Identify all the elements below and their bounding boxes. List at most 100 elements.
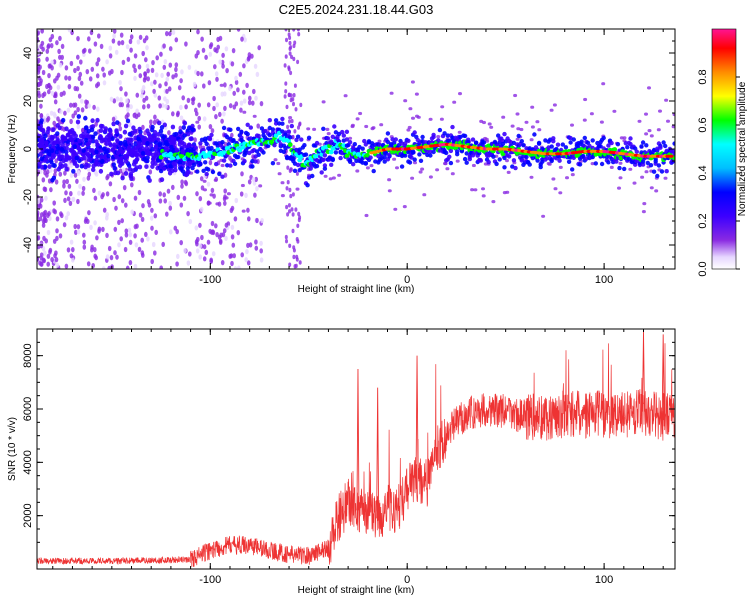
noise-blob — [186, 260, 191, 266]
noise-blob — [223, 91, 227, 97]
noise-blob — [63, 197, 67, 203]
noise-blob — [211, 251, 216, 257]
noise-blob — [452, 100, 457, 104]
noise-blob — [246, 207, 250, 213]
signal-blob — [60, 134, 65, 140]
noise-blob — [641, 210, 646, 214]
noise-blob — [612, 109, 617, 113]
noise-blob — [457, 130, 462, 134]
noise-blob — [162, 192, 166, 198]
noise-blob — [231, 48, 236, 54]
noise-blob — [73, 172, 78, 178]
noise-blob — [210, 128, 215, 134]
noise-blob — [99, 43, 104, 50]
noise-blob — [242, 63, 246, 69]
noise-blob — [146, 68, 150, 74]
noise-blob — [254, 176, 258, 182]
signal-blob — [437, 127, 443, 133]
signal-blob — [186, 131, 191, 137]
noise-blob — [159, 265, 163, 269]
noise-blob — [102, 72, 106, 78]
noise-blob — [530, 125, 535, 129]
signal-blob — [303, 152, 309, 157]
signal-blob — [329, 162, 334, 167]
noise-blob — [439, 117, 444, 121]
noise-blob — [154, 72, 159, 78]
noise-blob — [202, 244, 207, 250]
signal-blob — [256, 133, 261, 139]
noise-blob — [192, 81, 197, 87]
noise-blob — [76, 36, 80, 42]
noise-blob — [246, 56, 251, 62]
noise-blob — [200, 234, 204, 241]
noise-blob — [155, 55, 159, 61]
x-tick-label: 100 — [595, 574, 613, 586]
noise-blob — [195, 191, 199, 197]
noise-blob — [133, 67, 137, 73]
noise-blob — [196, 70, 200, 77]
noise-blob — [80, 98, 84, 104]
noise-blob — [95, 83, 99, 89]
noise-blob — [81, 127, 85, 133]
noise-blob — [371, 126, 376, 130]
noise-blob — [137, 64, 142, 70]
signal-blob — [147, 178, 152, 183]
noise-blob — [408, 107, 413, 111]
signal-blob — [118, 158, 123, 164]
colorbar-tick-label: 0.8 — [697, 69, 709, 84]
noise-blob — [53, 99, 58, 105]
signal-blob — [322, 153, 328, 158]
signal-blob — [302, 143, 307, 148]
noise-blob — [125, 44, 130, 50]
noise-blob — [393, 207, 398, 211]
signal-blob — [535, 158, 540, 163]
noise-blob — [176, 194, 181, 200]
noise-blob — [288, 51, 292, 56]
noise-blob — [141, 203, 145, 209]
snr-spike — [376, 387, 380, 519]
signal-blob — [237, 147, 243, 153]
signal-blob — [280, 116, 285, 122]
signal-blob — [54, 149, 60, 155]
noise-blob — [293, 129, 297, 134]
noise-blob — [113, 250, 117, 256]
signal-blob — [340, 129, 345, 135]
noise-blob — [289, 193, 293, 199]
noise-blob — [129, 47, 133, 53]
noise-blob — [144, 57, 148, 63]
noise-blob — [194, 239, 199, 245]
signal-blob — [645, 160, 650, 166]
signal-blob — [123, 158, 129, 164]
signal-blob — [99, 138, 105, 144]
noise-blob — [69, 102, 73, 108]
noise-blob — [224, 235, 228, 241]
signal-blob — [150, 156, 156, 162]
noise-blob — [78, 71, 83, 77]
noise-blob — [140, 88, 145, 94]
signal-blob — [158, 168, 164, 174]
signal-blob — [83, 115, 88, 121]
noise-blob — [179, 202, 184, 208]
noise-blob — [482, 120, 486, 125]
signal-blob — [49, 148, 55, 154]
noise-blob — [295, 254, 299, 260]
noise-blob — [97, 190, 102, 196]
signal-blob — [338, 155, 343, 161]
noise-blob — [188, 218, 193, 225]
noise-blob — [355, 117, 360, 121]
noise-blob — [285, 37, 288, 43]
signal-blob — [392, 140, 397, 146]
noise-blob — [158, 191, 162, 197]
noise-blob — [39, 78, 43, 84]
noise-blob — [245, 249, 249, 255]
noise-blob — [198, 243, 202, 249]
signal-blob — [385, 131, 391, 136]
noise-blob — [52, 120, 56, 126]
noise-blob — [42, 235, 46, 241]
signal-blob — [322, 163, 328, 168]
signal-blob — [64, 126, 69, 132]
signal-blob — [217, 171, 222, 177]
noise-blob — [79, 80, 84, 86]
noise-blob — [288, 40, 292, 46]
noise-blob — [82, 239, 87, 245]
